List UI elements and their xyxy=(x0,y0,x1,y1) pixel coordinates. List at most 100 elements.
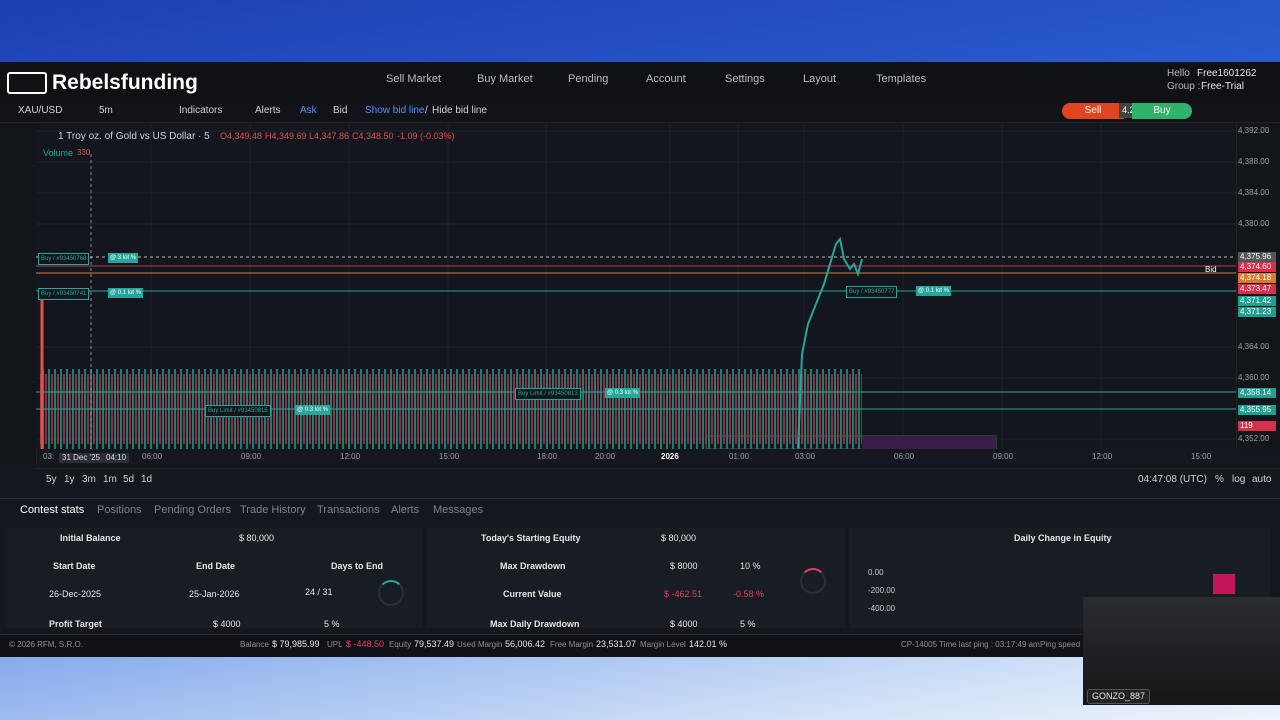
equity-axis-label: 0.00 xyxy=(868,568,884,577)
price-label: 4,373.47 xyxy=(1238,284,1276,294)
time-label: 03:00 xyxy=(795,452,816,461)
tab[interactable]: Contest stats xyxy=(20,504,85,516)
range-button[interactable]: 3m xyxy=(82,474,96,485)
left-tools xyxy=(0,124,37,464)
order-lots: @ 3 lot % xyxy=(108,253,139,263)
footer-label: UPL xyxy=(327,640,343,649)
stat-label: Start Date xyxy=(53,561,96,571)
price-path xyxy=(797,236,863,449)
tab[interactable]: Alerts xyxy=(391,504,420,516)
ohlc: -1.09 (-0.03%) xyxy=(397,131,455,141)
tab[interactable]: Trade History xyxy=(240,504,306,516)
group-label: Group : xyxy=(1167,81,1201,92)
scale-option[interactable]: % xyxy=(1215,474,1224,485)
ping-speed: Ping speed xyxy=(1040,640,1081,649)
order-label: Buy Limit / #93450815 xyxy=(205,405,271,417)
price-label: 4,375.96 xyxy=(1238,252,1276,262)
progress-ring xyxy=(378,580,404,606)
range-bar xyxy=(36,468,1280,491)
footer-value: 142.01 % xyxy=(689,639,728,649)
session-box xyxy=(862,436,996,449)
range-button[interactable]: 5y xyxy=(46,474,57,485)
range-button[interactable]: 1d xyxy=(141,474,153,485)
time-label: 09:00 xyxy=(993,452,1014,461)
time-label: 31 Dec '25 xyxy=(59,453,103,463)
footer-value: $ 79,985.99 xyxy=(272,639,320,649)
stat-value: $ 4000 xyxy=(213,619,241,629)
ohlc: L4,347.86 xyxy=(309,131,350,141)
time-label: 12:00 xyxy=(340,452,361,461)
nav-item[interactable]: Account xyxy=(646,73,686,85)
ohlc: C4,348.50 xyxy=(352,131,394,141)
copyright: © 2026 RFM, S.R.O. xyxy=(9,640,83,649)
brand: Rebelsfunding xyxy=(52,71,198,94)
stat-value: -0.58 % xyxy=(733,589,765,599)
time-label: 06:00 xyxy=(894,452,915,461)
footer-value: 23,531.07 xyxy=(596,639,637,649)
tab[interactable]: Messages xyxy=(433,504,484,516)
time-label: 2026 xyxy=(661,452,679,461)
stat-value: 5 % xyxy=(740,619,756,629)
nav-item[interactable]: Settings xyxy=(725,73,765,85)
ohlc: O4,349.48 xyxy=(220,131,263,141)
tab[interactable]: Pending Orders xyxy=(154,504,232,516)
stat-label: Profit Target xyxy=(49,619,102,629)
tab[interactable]: Transactions xyxy=(317,504,380,516)
toolbar xyxy=(0,100,1280,123)
time-label: 01:00 xyxy=(729,452,750,461)
price-label: 4,358.14 xyxy=(1238,388,1276,398)
order-lots: @ 0.1 lot % xyxy=(108,288,144,298)
stat-label: Today's Starting Equity xyxy=(481,533,581,543)
price-label: 4,384.00 xyxy=(1238,188,1270,197)
footer-value: $ -448.50 xyxy=(346,639,385,649)
stat-value: 25-Jan-2026 xyxy=(189,589,240,599)
nav-item[interactable]: Layout xyxy=(803,73,837,85)
stat-value: $ -462.51 xyxy=(664,589,703,599)
price-label: 4,360.00 xyxy=(1238,373,1270,382)
stat-value: $ 80,000 xyxy=(239,533,275,543)
order-label: Buy / #93450741 xyxy=(38,288,90,300)
bid-tag: Bid xyxy=(1205,265,1217,274)
price-label: 4,371.23 xyxy=(1238,307,1276,317)
nav-item[interactable]: Buy Market xyxy=(477,73,533,85)
order-lots: @ 0.1 lot % xyxy=(916,286,952,296)
user-name: Free1601262 xyxy=(1197,68,1257,79)
time-label: 04:10 xyxy=(103,453,130,463)
stat-value: 26-Dec-2025 xyxy=(49,589,102,599)
scale-option[interactable]: auto xyxy=(1252,474,1272,485)
indicators: Indicators xyxy=(179,105,223,116)
nav-item[interactable]: Templates xyxy=(876,73,927,85)
time-label: 12:00 xyxy=(1092,452,1113,461)
symbol: XAU/USD xyxy=(18,105,63,116)
order-label: Buy / #93450777 xyxy=(846,286,898,298)
clock: 04:47:08 (UTC) xyxy=(1138,474,1207,485)
ask: Ask xyxy=(300,105,317,116)
tab[interactable]: Positions xyxy=(97,504,142,516)
footer-label: Balance xyxy=(240,640,269,649)
sell-button[interactable]: Sell xyxy=(1062,103,1124,119)
alerts: Alerts xyxy=(255,105,281,116)
stat-value: 5 % xyxy=(324,619,340,629)
progress-ring xyxy=(800,568,826,594)
price-label: 4,352.00 xyxy=(1238,434,1270,443)
price-label: 119 xyxy=(1238,421,1276,431)
volume: 330 xyxy=(77,148,91,157)
greeting: Hello xyxy=(1167,68,1190,79)
interval: 5m xyxy=(99,105,113,116)
time-label: 20:00 xyxy=(595,452,616,461)
scale-option[interactable]: log xyxy=(1232,474,1246,485)
footer-label: Equity xyxy=(389,640,412,649)
range-button[interactable]: 1m xyxy=(103,474,117,485)
range-button[interactable]: 1y xyxy=(64,474,75,485)
time-label: 18:00 xyxy=(537,452,558,461)
tab-bar xyxy=(0,498,1280,525)
nav-item[interactable]: Pending xyxy=(568,73,609,85)
bid: Bid xyxy=(333,105,348,116)
range-button[interactable]: 5d xyxy=(123,474,135,485)
order-label: Buy Limit / #93450813 xyxy=(515,388,581,400)
price-label: 4,364.00 xyxy=(1238,342,1270,351)
panel-title: Daily Change in Equity xyxy=(1014,533,1112,543)
nav-item[interactable]: Sell Market xyxy=(386,73,442,85)
buy-button[interactable]: Buy xyxy=(1132,103,1192,119)
webcam-name: GONZO_887 xyxy=(1087,689,1151,704)
